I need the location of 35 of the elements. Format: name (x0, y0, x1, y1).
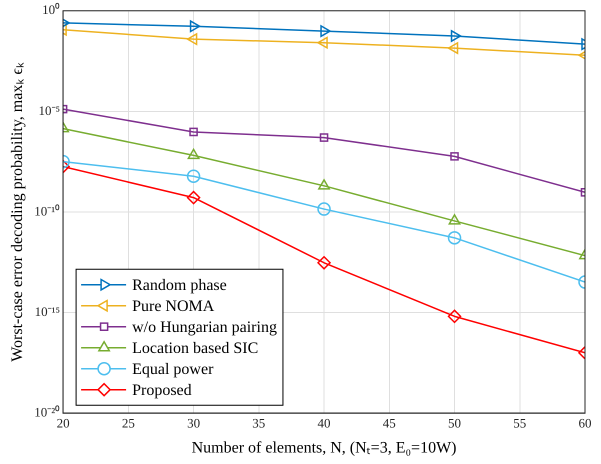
point (448, 310, 462, 324)
y-tick-label: 10⁻¹⁵ (34, 304, 60, 320)
point (448, 214, 460, 225)
point (188, 148, 200, 160)
x-tick-label: 30 (187, 415, 200, 430)
point (189, 128, 198, 136)
point (186, 190, 200, 204)
point (190, 20, 200, 32)
x-axis-title: Number of elements, N, (Nₜ=3, E₀=10W) (192, 440, 456, 457)
point (450, 152, 459, 161)
point (317, 202, 331, 216)
point (320, 25, 331, 38)
point (448, 42, 458, 54)
point (318, 179, 330, 190)
point (186, 169, 200, 183)
y-tick-label: 10⁻⁵ (38, 102, 60, 118)
x-tick-label: 60 (578, 415, 592, 430)
legend-label: Equal power (132, 360, 214, 378)
x-tick-label: 25 (122, 415, 135, 430)
x-tick-label: 35 (252, 415, 266, 430)
x-tick-label: 40 (318, 415, 331, 430)
legend-label: Location based SIC (132, 340, 258, 357)
point (317, 256, 331, 270)
legend-label: Pure NOMA (132, 298, 215, 315)
point (320, 133, 328, 142)
legend-label: Random phase (132, 276, 227, 294)
x-tick-label: 45 (382, 415, 396, 430)
y-axis-title: Worst-case error decoding probability, maxₖ ϵₖ (8, 62, 26, 362)
y-tick-label: 10⁰ (42, 2, 60, 18)
legend-label: Proposed (132, 382, 192, 399)
x-tick-label: 50 (448, 415, 462, 430)
point (448, 231, 462, 245)
legend-label: w/o Hungarian pairing (132, 318, 277, 336)
x-tick-label: 55 (513, 415, 526, 430)
y-tick-label: 10⁻¹⁰ (34, 203, 60, 218)
